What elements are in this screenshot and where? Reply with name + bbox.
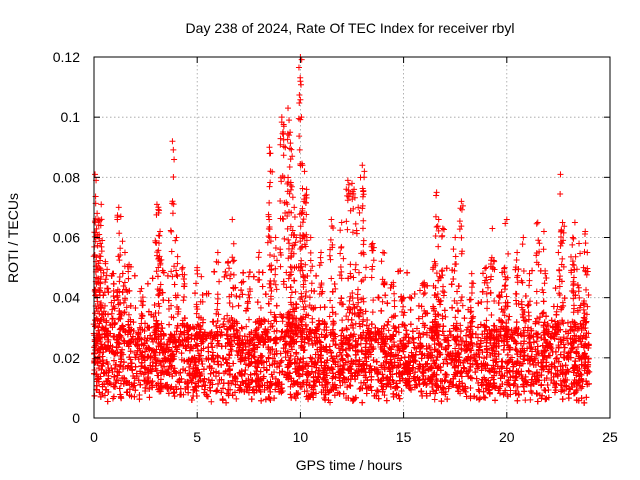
roti-point [452, 345, 459, 352]
roti-point [164, 272, 171, 279]
roti-point [233, 395, 240, 402]
roti-point [300, 355, 307, 362]
roti-point [527, 396, 534, 403]
roti-point [431, 396, 438, 403]
roti-point [214, 318, 221, 325]
roti-point [381, 392, 388, 399]
roti-point [150, 338, 157, 345]
roti-point [165, 390, 172, 397]
roti-point [119, 270, 126, 277]
roti-point [125, 275, 132, 282]
roti-point [406, 294, 413, 301]
roti-point [131, 272, 138, 279]
roti-point [498, 306, 505, 313]
roti-point [332, 285, 339, 292]
roti-point [454, 288, 461, 295]
roti-point [332, 310, 339, 317]
roti-point [213, 388, 220, 395]
roti-point [154, 273, 161, 280]
roti-point [146, 394, 153, 401]
roti-point [210, 349, 217, 356]
roti-point [395, 329, 402, 336]
roti-point [385, 327, 392, 334]
roti-point [273, 302, 280, 309]
roti-point [411, 291, 418, 298]
data-points [90, 54, 593, 406]
roti-point [478, 298, 485, 305]
roti-point [258, 397, 265, 404]
roti-point [104, 398, 111, 405]
roti-point [160, 297, 167, 304]
roti-point [267, 284, 274, 291]
roti-point [450, 275, 457, 282]
roti-point [374, 387, 381, 394]
roti-point [144, 280, 151, 287]
roti-point [328, 275, 335, 282]
roti-point [278, 357, 285, 364]
roti-point [208, 398, 215, 405]
roti-point [458, 345, 465, 352]
roti-point [243, 323, 250, 330]
roti-point [282, 354, 289, 361]
roti-point [254, 299, 261, 306]
roti-point [233, 293, 240, 300]
roti-point [337, 382, 344, 389]
roti-point [207, 370, 214, 377]
roti-point [221, 315, 228, 322]
roti-point [542, 387, 549, 394]
roti-point [467, 384, 474, 391]
roti-point [226, 265, 233, 272]
chart-title: Day 238 of 2024, Rate Of TEC Index for r… [186, 20, 515, 36]
roti-point [522, 397, 529, 404]
roti-point [331, 392, 338, 399]
roti-point [110, 293, 117, 300]
roti-point [403, 327, 410, 334]
